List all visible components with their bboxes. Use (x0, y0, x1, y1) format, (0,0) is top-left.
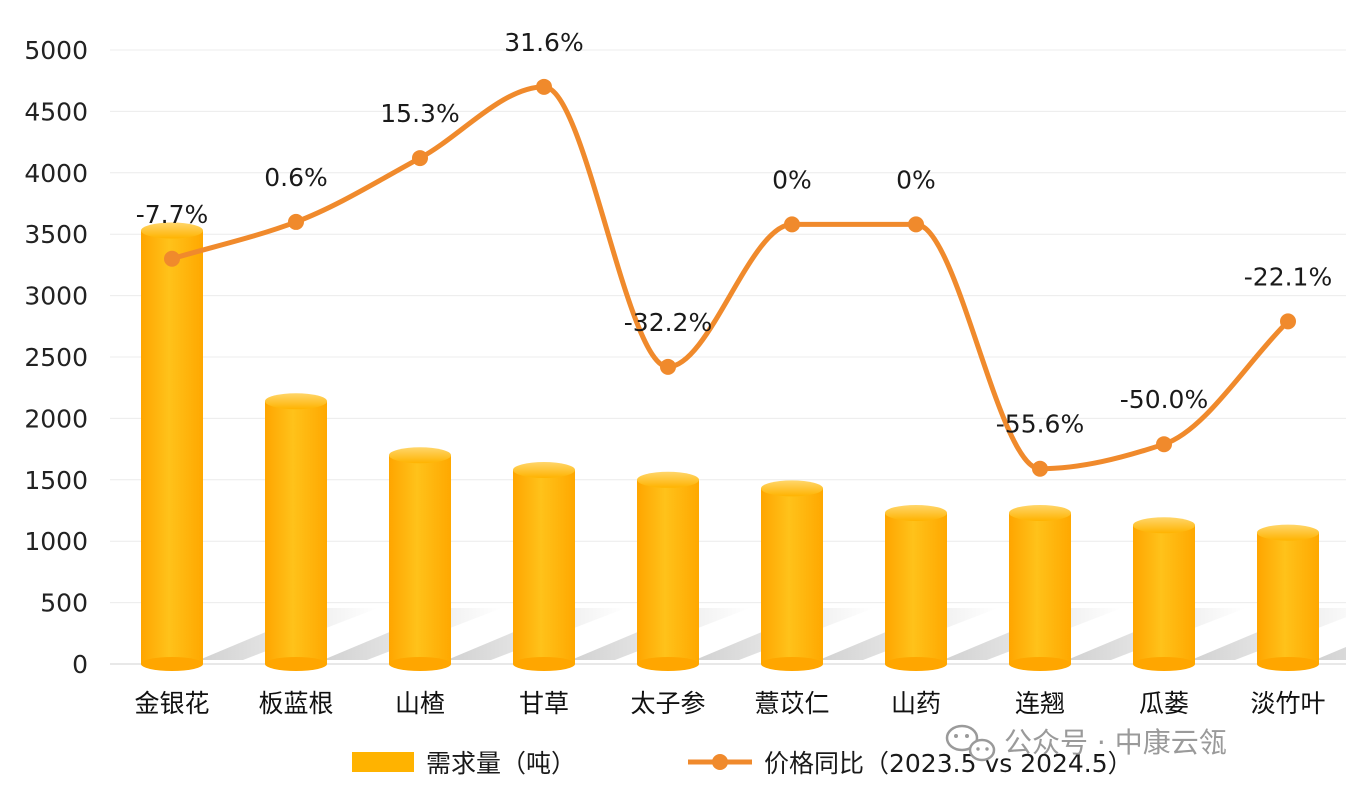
bar-cap (141, 222, 203, 239)
bar-cap (265, 393, 327, 410)
line-point (1280, 313, 1296, 330)
bar-base (265, 657, 327, 671)
data-label: 31.6% (504, 28, 583, 57)
legend-swatch-marker (712, 754, 728, 770)
legend: 需求量（吨） 价格同比（2023.5 vs 2024.5） (352, 749, 1133, 778)
bar-body (389, 455, 451, 664)
y-tick-label: 2000 (24, 404, 88, 433)
x-tick-label: 薏苡仁 (754, 689, 829, 718)
y-tick-label: 5000 (24, 36, 88, 65)
legend-item-line: 价格同比（2023.5 vs 2024.5） (688, 749, 1133, 778)
line-series (164, 78, 1296, 477)
bar-base (1257, 657, 1319, 671)
bar-cap (761, 480, 823, 497)
bar (885, 504, 947, 671)
bar-body (1257, 532, 1319, 664)
data-labels: -7.7% 0.6% 15.3% 31.6% -32.2% 0% 0% -55.6% -50.0… (136, 28, 1333, 439)
bar-cap (637, 471, 699, 488)
bar-base (885, 657, 947, 671)
bar (761, 480, 823, 671)
x-tick-label: 板蓝根 (258, 689, 333, 718)
bar-base (389, 657, 451, 671)
x-tick-label: 太子参 (630, 689, 705, 718)
data-label: 0.6% (264, 163, 328, 192)
legend-swatch-bar (352, 752, 414, 772)
bar-body (1009, 512, 1071, 664)
y-tick-label: 4000 (24, 159, 88, 188)
line-point (908, 216, 924, 233)
bar-cap (1009, 504, 1071, 521)
bar-shadow (1315, 647, 1346, 660)
bar-cap (513, 461, 575, 478)
bar (389, 447, 451, 671)
wechat-icon (945, 724, 996, 762)
bar-body (265, 401, 327, 664)
data-label: 15.3% (380, 99, 459, 128)
legend-label: 价格同比（2023.5 vs 2024.5） (764, 749, 1133, 778)
bar (265, 393, 327, 671)
x-axis: 金银花 板蓝根 山楂 甘草 太子参 薏苡仁 山药 连翘 瓜蒌 淡竹叶 (134, 689, 1325, 718)
x-tick-label: 甘草 (519, 689, 569, 718)
bar (1009, 504, 1071, 671)
line-point (1156, 436, 1172, 453)
bar-body (761, 488, 823, 664)
y-tick-label: 3000 (24, 282, 88, 311)
bar (637, 471, 699, 671)
bar-body (1133, 525, 1195, 664)
x-tick-label: 瓜蒌 (1139, 689, 1189, 718)
bar (1257, 524, 1319, 671)
bar (1133, 517, 1195, 671)
bar-body (141, 230, 203, 665)
data-label: 0% (772, 165, 812, 194)
legend-label: 需求量（吨） (426, 749, 576, 778)
x-tick-label: 山楂 (395, 689, 445, 718)
data-label: -32.2% (624, 308, 712, 337)
bar-body (885, 512, 947, 664)
bar-series (141, 222, 1319, 671)
bar-base (637, 657, 699, 671)
bar-base (1133, 657, 1195, 671)
data-label: -50.0% (1120, 385, 1208, 414)
line-path (169, 84, 1291, 472)
bar (513, 461, 575, 671)
bar-body (637, 479, 699, 664)
bar-base (761, 657, 823, 671)
y-tick-label: 0 (72, 650, 88, 679)
line-point (784, 216, 800, 233)
y-tick-label: 2500 (24, 343, 88, 372)
x-tick-label: 金银花 (134, 689, 209, 718)
line-point (536, 78, 552, 95)
line-point (288, 213, 304, 230)
x-tick-label: 连翘 (1015, 689, 1065, 718)
line-point (1032, 460, 1048, 477)
y-tick-label: 4500 (24, 97, 88, 126)
bar-cap (1133, 517, 1195, 534)
bar-base (513, 657, 575, 671)
line-point (412, 150, 428, 167)
line-point (164, 250, 180, 267)
data-label: -22.1% (1244, 262, 1332, 291)
y-tick-label: 1000 (24, 527, 88, 556)
bar-cap (389, 447, 451, 464)
y-tick-label: 1500 (24, 466, 88, 495)
y-axis: 0 500 1000 1500 2000 2500 3000 3500 4000 4500 5000 (24, 36, 88, 679)
x-tick-label: 淡竹叶 (1250, 689, 1325, 718)
legend-item-bars: 需求量（吨） (352, 749, 576, 778)
y-tick-label: 500 (40, 589, 88, 618)
data-label: -7.7% (136, 200, 209, 229)
data-label: -55.6% (996, 410, 1084, 439)
watermark: 公众号 · 中康云瓴 (945, 724, 1227, 762)
x-tick-label: 山药 (891, 689, 941, 718)
bar-base (141, 657, 203, 671)
bar-base (1009, 657, 1071, 671)
watermark-text: 公众号 · 中康云瓴 (1004, 726, 1227, 759)
bar (141, 222, 203, 671)
y-tick-label: 3500 (24, 220, 88, 249)
data-label: 0% (896, 165, 936, 194)
bar-body (513, 469, 575, 664)
line-point (660, 358, 676, 375)
bar-cap (1257, 524, 1319, 541)
bar-cap (885, 504, 947, 521)
